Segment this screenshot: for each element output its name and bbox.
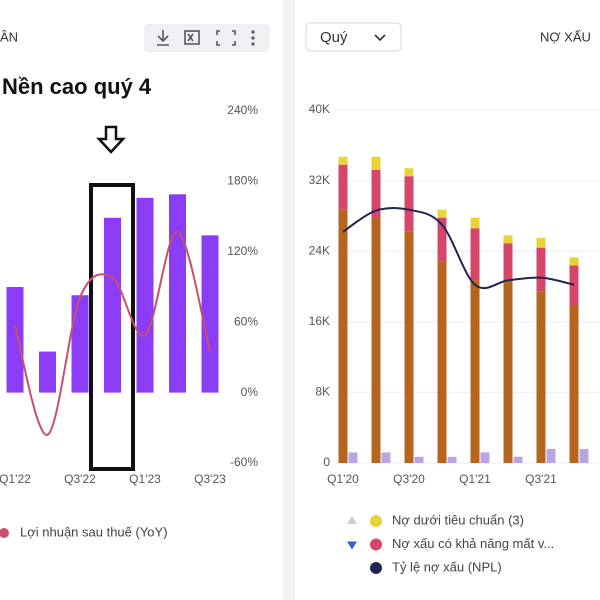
bar — [104, 217, 121, 393]
bar — [437, 217, 447, 262]
highlight-box — [89, 183, 135, 471]
bar — [338, 164, 348, 210]
annotation: Nền cao quý 4 — [2, 74, 152, 99]
y-tick-label: 40K — [309, 102, 330, 116]
bar — [503, 282, 513, 463]
bar — [71, 295, 89, 393]
legend-label: Tỷ lệ nợ xấu (NPL) — [392, 559, 502, 574]
legend-swatch — [0, 528, 9, 538]
x-tick-label: Q3'20 — [393, 472, 425, 486]
y-tick-label: 60% — [234, 314, 258, 328]
x-tick-label: Q3'22 — [64, 472, 96, 486]
x-tick-label: Q3'23 — [194, 472, 226, 486]
bar — [136, 197, 154, 393]
legend-swatch — [370, 562, 382, 574]
y-tick-label: 120% — [227, 244, 258, 258]
menu-icon[interactable] — [251, 30, 255, 46]
bar — [404, 176, 414, 232]
x-tick-label: Q3'21 — [525, 472, 557, 486]
bar — [39, 351, 56, 393]
bar — [437, 261, 447, 463]
x-tick-label: Q1'21 — [459, 472, 491, 486]
line — [14, 230, 211, 436]
bar — [404, 168, 414, 177]
bar — [536, 247, 546, 292]
y-tick-label: 8K — [315, 385, 330, 399]
legend-label: Nợ xấu có khả năng mất v... — [392, 536, 554, 551]
y-tick-label: 0 — [323, 455, 330, 469]
y-tick-label: 240% — [227, 103, 258, 117]
bar — [201, 235, 219, 393]
bar — [470, 228, 480, 281]
bar — [371, 217, 381, 463]
bar — [371, 170, 381, 218]
bar — [546, 448, 556, 463]
toolbar — [144, 24, 270, 52]
bar — [338, 156, 348, 165]
bar — [480, 452, 490, 463]
bar — [569, 265, 579, 306]
legend-swatch — [370, 538, 382, 551]
arrow — [96, 125, 126, 154]
bar — [569, 305, 579, 463]
y-tick-label: 0% — [241, 385, 259, 399]
bar — [348, 452, 358, 463]
bar — [404, 231, 414, 463]
legend-label: Lợi nhuận sau thuế (YoY) — [20, 524, 168, 539]
y-tick-label: 16K — [309, 314, 330, 328]
bar — [381, 452, 391, 463]
dropdown-label: Quý — [320, 29, 348, 46]
x-tick-label: Q1'23 — [129, 472, 161, 486]
bar — [414, 456, 424, 463]
panel-divider — [283, 0, 295, 600]
bar — [447, 456, 457, 463]
line — [342, 206, 575, 290]
legend-marker — [347, 516, 357, 524]
bar — [470, 280, 480, 463]
y-tick-label: -60% — [230, 455, 258, 469]
y-tick-label: 24K — [309, 243, 330, 257]
y-tick-label: 32K — [309, 173, 330, 187]
bar — [569, 257, 579, 266]
bar — [536, 237, 546, 248]
legend-label: Nợ dưới tiêu chuẩn (3) — [392, 512, 524, 527]
x-tick-label: Q1'20 — [327, 472, 359, 486]
bar — [338, 209, 348, 463]
bar — [536, 291, 546, 463]
y-tick-label: 180% — [227, 174, 258, 188]
bar — [437, 209, 447, 218]
bar — [503, 243, 513, 283]
legend-swatch — [370, 515, 382, 527]
bar — [503, 235, 513, 244]
bar — [6, 287, 24, 393]
x-tick-label: Q1'22 — [0, 472, 31, 486]
panel-title: NỢ XẤU — [540, 29, 591, 44]
bar — [513, 456, 523, 463]
bar — [579, 448, 589, 463]
legend-marker — [347, 541, 357, 550]
bar — [470, 217, 480, 229]
bar — [371, 156, 381, 171]
toolbar-icons[interactable] — [157, 30, 236, 46]
bar — [169, 194, 186, 393]
panel-title: ÂN — [0, 29, 18, 44]
period-dropdown[interactable] — [305, 22, 402, 52]
dropdown-caret — [374, 34, 386, 42]
